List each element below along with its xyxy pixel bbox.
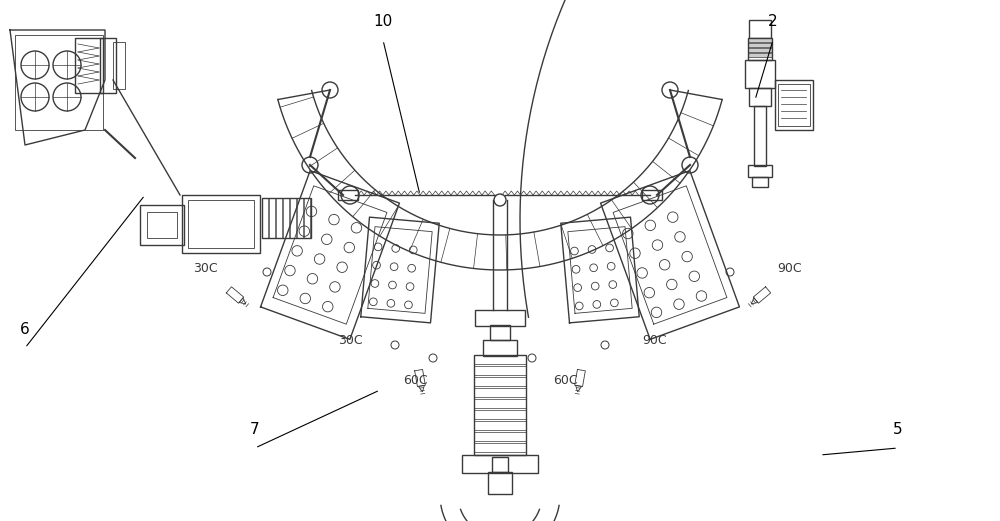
Bar bbox=[474, 410, 526, 419]
Bar bbox=[140, 205, 184, 245]
Bar bbox=[754, 106, 766, 166]
Bar bbox=[474, 399, 526, 408]
Polygon shape bbox=[575, 369, 585, 387]
Text: 60C: 60C bbox=[553, 374, 577, 387]
Bar bbox=[492, 457, 508, 472]
Text: 7: 7 bbox=[250, 423, 260, 438]
Bar bbox=[474, 443, 526, 452]
Bar bbox=[483, 340, 517, 356]
Text: 6: 6 bbox=[20, 322, 30, 338]
Bar bbox=[276, 198, 282, 238]
Bar bbox=[748, 53, 772, 57]
Bar bbox=[748, 48, 772, 52]
Bar bbox=[304, 198, 310, 238]
Bar bbox=[262, 198, 268, 238]
Bar bbox=[269, 198, 275, 238]
Bar bbox=[490, 325, 510, 340]
Bar bbox=[474, 421, 526, 430]
Bar bbox=[462, 455, 538, 473]
Bar bbox=[15, 35, 103, 130]
Bar bbox=[745, 60, 775, 88]
Bar bbox=[474, 432, 526, 441]
Bar bbox=[182, 195, 260, 253]
Bar bbox=[748, 165, 772, 177]
Bar bbox=[474, 355, 526, 455]
Bar bbox=[113, 42, 125, 89]
Bar bbox=[290, 198, 296, 238]
Bar bbox=[475, 310, 525, 326]
Text: 5: 5 bbox=[893, 423, 903, 438]
Bar bbox=[775, 80, 813, 130]
Bar bbox=[488, 472, 512, 494]
Bar bbox=[474, 355, 526, 364]
Bar bbox=[338, 190, 358, 200]
Bar bbox=[297, 198, 303, 238]
Polygon shape bbox=[753, 287, 771, 303]
Bar bbox=[474, 366, 526, 375]
Bar bbox=[778, 84, 810, 126]
Text: 90C: 90C bbox=[643, 333, 667, 346]
Text: 10: 10 bbox=[373, 15, 393, 30]
Bar bbox=[283, 198, 289, 238]
Bar bbox=[749, 20, 771, 38]
Bar bbox=[748, 38, 772, 42]
Polygon shape bbox=[415, 369, 425, 387]
Bar bbox=[748, 38, 772, 60]
Bar bbox=[642, 190, 662, 200]
Bar bbox=[474, 377, 526, 386]
Text: 30C: 30C bbox=[193, 262, 217, 275]
Bar bbox=[749, 88, 771, 106]
Bar bbox=[752, 177, 768, 187]
Polygon shape bbox=[226, 287, 244, 303]
Bar bbox=[474, 388, 526, 397]
Bar bbox=[147, 212, 177, 238]
Bar bbox=[262, 198, 311, 238]
Text: 90C: 90C bbox=[778, 262, 802, 275]
Bar bbox=[748, 43, 772, 47]
Text: 60C: 60C bbox=[403, 374, 427, 387]
Text: 30C: 30C bbox=[338, 333, 362, 346]
Text: 2: 2 bbox=[768, 15, 778, 30]
Bar bbox=[75, 38, 103, 93]
Bar bbox=[188, 200, 254, 248]
Bar bbox=[100, 38, 116, 93]
